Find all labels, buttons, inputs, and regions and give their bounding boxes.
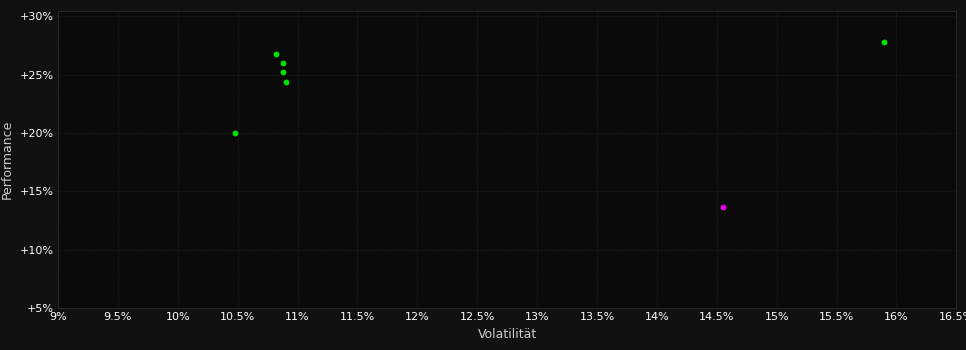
Point [278, 79, 294, 84]
Point [269, 51, 284, 56]
Point [275, 60, 291, 66]
Point [275, 70, 291, 75]
Point [715, 204, 730, 209]
Y-axis label: Performance: Performance [1, 120, 14, 199]
Point [228, 130, 243, 136]
X-axis label: Volatilität: Volatilität [477, 328, 537, 341]
Point [877, 39, 893, 45]
